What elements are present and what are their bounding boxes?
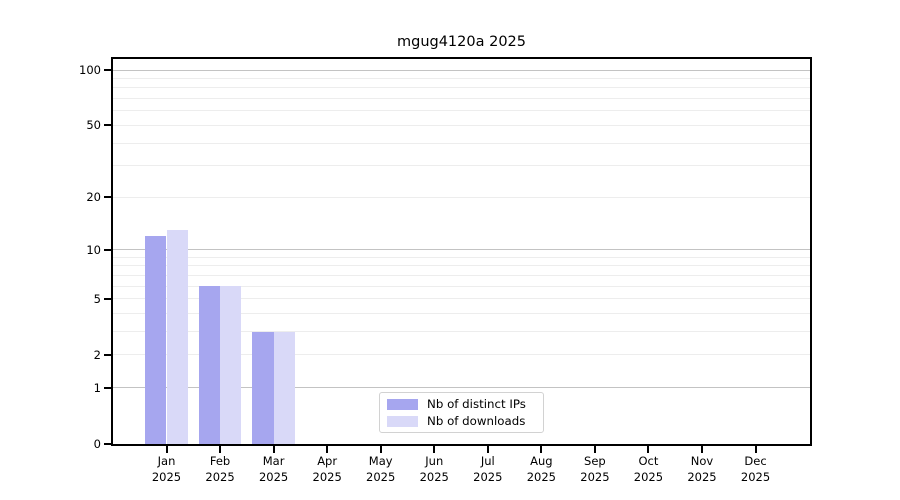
x-tick-month: Jun — [425, 454, 444, 468]
gridline-minor — [113, 77, 810, 79]
y-tick-mark — [104, 69, 112, 71]
x-tick-mark — [540, 446, 543, 453]
x-tick-year: 2025 — [205, 470, 235, 484]
x-tick-month: Apr — [317, 454, 338, 468]
x-tick-label: Oct 2025 — [616, 453, 680, 485]
gridline-major — [113, 387, 810, 389]
y-tick-label: 100 — [79, 63, 101, 77]
gridline-major — [113, 69, 810, 71]
gridline-minor — [113, 165, 810, 167]
x-tick-label: Dec 2025 — [724, 453, 788, 485]
x-tick-mark — [486, 446, 489, 453]
gridline-minor — [113, 331, 810, 333]
x-tick-mark — [433, 446, 436, 453]
y-tick-label: 50 — [86, 118, 101, 133]
gridline-minor — [113, 98, 810, 100]
y-tick-mark — [104, 386, 112, 389]
x-tick-mark — [701, 446, 703, 453]
x-tick-label: May 2025 — [349, 453, 413, 485]
x-tick-label: Aug 2025 — [509, 453, 573, 485]
gridline-minor — [113, 274, 810, 276]
y-tick-label: 1 — [93, 380, 101, 395]
x-tick-month: Jul — [480, 454, 495, 468]
y-tick-mark — [104, 297, 112, 300]
x-tick-year: 2025 — [258, 470, 289, 484]
y-tick-mark — [104, 248, 112, 251]
x-tick-mark — [326, 446, 329, 453]
y-tick-label: 10 — [86, 242, 101, 257]
x-tick-month: May — [368, 454, 393, 468]
x-tick-month: Jan — [157, 454, 176, 468]
bar-downloads-mar — [273, 331, 295, 444]
x-tick-year: 2025 — [687, 470, 717, 484]
x-tick-label: Sep 2025 — [563, 453, 627, 485]
x-tick-month: Feb — [209, 454, 231, 468]
x-tick-mark — [165, 446, 168, 453]
x-tick-year: 2025 — [473, 470, 503, 484]
y-tick-mark — [104, 443, 112, 445]
bar-distinct-ips-jan — [145, 236, 167, 444]
bar-downloads-jan — [166, 230, 188, 444]
x-tick-month: Dec — [744, 454, 767, 468]
x-tick-label: Apr 2025 — [295, 453, 359, 485]
x-tick-month: Aug — [530, 454, 553, 468]
x-tick-mark — [647, 446, 650, 453]
gridline-minor — [113, 285, 810, 287]
gridline-minor — [113, 313, 810, 315]
x-tick-year: 2025 — [633, 470, 664, 484]
x-tick-label: Jan 2025 — [135, 453, 199, 485]
y-tick-label: 0 — [93, 437, 101, 451]
chart-title: mgug4120a 2025 — [396, 34, 527, 50]
legend: Nb of distinct IPs Nb of downloads — [379, 392, 544, 433]
gridline-minor — [113, 124, 810, 126]
legend-swatch-downloads — [387, 415, 418, 427]
gridline-minor — [113, 110, 810, 112]
gridline-major — [113, 249, 810, 251]
x-tick-mark — [593, 446, 596, 453]
x-tick-mark — [272, 446, 275, 453]
x-tick-year: 2025 — [419, 470, 449, 484]
x-tick-mark — [219, 446, 222, 453]
y-tick-label: 20 — [86, 190, 101, 205]
gridline-minor — [113, 354, 810, 356]
x-tick-label: Mar 2025 — [242, 453, 306, 485]
x-tick-year: 2025 — [526, 470, 556, 484]
gridline-minor — [113, 256, 810, 258]
x-tick-label: Jul 2025 — [456, 453, 520, 485]
x-tick-label: Nov 2025 — [670, 453, 734, 485]
gridline-minor — [113, 298, 810, 300]
x-tick-label: Jun 2025 — [402, 453, 466, 485]
legend-swatch-distinct-ips — [387, 398, 418, 410]
legend-label-distinct-ips: Nb of distinct IPs — [427, 397, 526, 411]
x-tick-month: Nov — [690, 454, 714, 468]
x-tick-year: 2025 — [312, 470, 342, 484]
gridline-minor — [113, 265, 810, 267]
bar-downloads-feb — [220, 286, 242, 444]
bar-distinct-ips-feb — [198, 286, 221, 444]
y-tick-mark — [104, 353, 112, 356]
y-tick-label: 5 — [93, 291, 101, 306]
gridline-minor — [113, 142, 810, 144]
bar-distinct-ips-mar — [252, 331, 274, 444]
x-tick-year: 2025 — [366, 470, 396, 484]
x-tick-month: Sep — [584, 454, 606, 468]
gridline-minor — [113, 87, 810, 89]
y-tick-label: 2 — [93, 347, 101, 362]
x-tick-month: Oct — [638, 454, 659, 468]
x-tick-year: 2025 — [151, 470, 182, 484]
y-tick-mark — [104, 196, 112, 199]
x-tick-mark — [754, 446, 757, 453]
legend-item-downloads: Nb of downloads — [387, 414, 535, 428]
x-tick-month: Mar — [262, 454, 285, 468]
y-tick-mark — [104, 124, 112, 127]
legend-label-downloads: Nb of downloads — [427, 414, 526, 428]
x-tick-year: 2025 — [740, 470, 771, 484]
x-tick-label: Feb 2025 — [188, 453, 252, 485]
x-tick-mark — [379, 446, 382, 453]
legend-item-distinct-ips: Nb of distinct IPs — [387, 397, 535, 411]
x-tick-year: 2025 — [580, 470, 610, 484]
gridline-minor — [113, 196, 810, 198]
